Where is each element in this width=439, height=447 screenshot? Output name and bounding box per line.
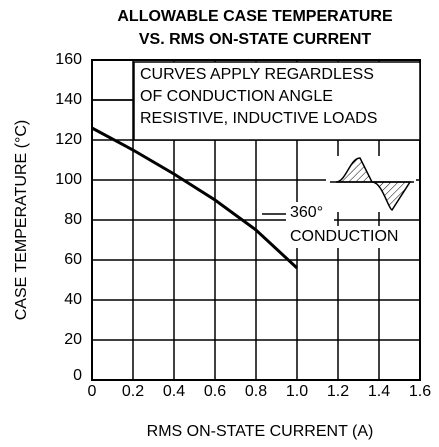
annotation: 360° bbox=[290, 204, 323, 221]
chart-title: ALLOWABLE CASE TEMPERATURE bbox=[117, 8, 393, 25]
y-axis-label: CASE TEMPERATURE (°C) bbox=[13, 120, 30, 321]
x-tick-label: 0.6 bbox=[204, 383, 226, 400]
x-tick-label: 1.0 bbox=[286, 383, 308, 400]
y-tick-label: 40 bbox=[64, 291, 82, 308]
y-tick-label: 0 bbox=[73, 367, 82, 384]
x-axis-label: RMS ON-STATE CURRENT (A) bbox=[147, 423, 374, 440]
annotation: RESISTIVE, INDUCTIVE LOADS bbox=[140, 110, 377, 127]
y-tick-label: 100 bbox=[55, 171, 82, 188]
x-tick-label: 0 bbox=[88, 383, 97, 400]
annotation: CONDUCTION bbox=[290, 228, 398, 245]
y-tick-label: 140 bbox=[55, 91, 82, 108]
y-tick-label: 80 bbox=[64, 211, 82, 228]
x-tick-label: 0.2 bbox=[122, 383, 144, 400]
plot-frame bbox=[91, 59, 421, 381]
x-tick-label: 1.4 bbox=[368, 383, 390, 400]
annotation: OF CONDUCTION ANGLE bbox=[140, 88, 333, 105]
label-bg bbox=[286, 226, 416, 248]
x-tick-label: 0.4 bbox=[163, 383, 185, 400]
x-tick-label: 1.2 bbox=[327, 383, 349, 400]
y-tick-label: 20 bbox=[64, 331, 82, 348]
waveform-icon bbox=[330, 157, 414, 211]
annotation-box bbox=[133, 61, 421, 141]
y-tick-label: 60 bbox=[64, 251, 82, 268]
y-tick-label: 160 bbox=[55, 51, 82, 68]
chart-title: VS. RMS ON-STATE CURRENT bbox=[139, 31, 372, 48]
x-tick-label: 0.8 bbox=[245, 383, 267, 400]
x-tick-label: 1.6 bbox=[409, 383, 431, 400]
y-tick-label: 120 bbox=[55, 131, 82, 148]
annotation: CURVES APPLY REGARDLESS bbox=[140, 66, 374, 83]
data-line bbox=[91, 126, 299, 270]
